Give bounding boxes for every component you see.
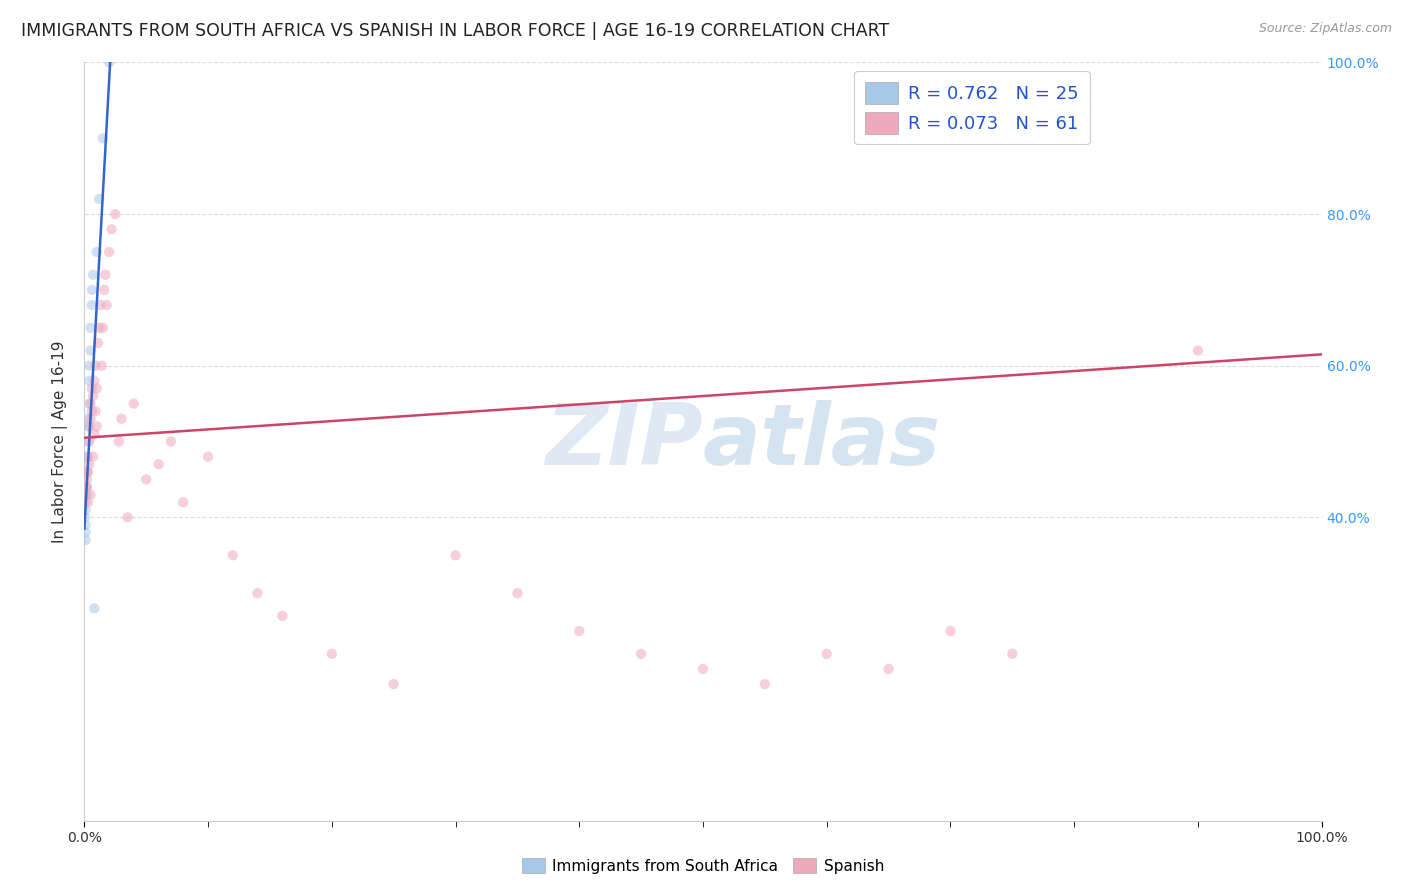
Point xyxy=(108,434,131,449)
Point xyxy=(76,465,98,479)
Point xyxy=(135,473,157,487)
Point xyxy=(506,586,529,600)
Point xyxy=(80,404,103,418)
Point xyxy=(77,434,100,449)
Point xyxy=(90,359,112,373)
Point xyxy=(79,320,101,334)
Point xyxy=(77,450,100,464)
Point xyxy=(79,374,101,388)
Point xyxy=(98,55,121,70)
Point xyxy=(94,268,117,282)
Point xyxy=(630,647,652,661)
Point xyxy=(75,503,97,517)
Point xyxy=(86,244,108,259)
Point xyxy=(79,343,101,358)
Point xyxy=(75,533,97,548)
Point xyxy=(75,480,97,494)
Point xyxy=(98,244,121,259)
Point xyxy=(89,192,111,206)
Point xyxy=(84,404,107,418)
Point xyxy=(76,480,98,494)
Point xyxy=(79,396,101,410)
Point xyxy=(76,480,98,494)
Point xyxy=(91,131,114,145)
Point xyxy=(148,458,170,472)
Text: IMMIGRANTS FROM SOUTH AFRICA VS SPANISH IN LABOR FORCE | AGE 16-19 CORRELATION C: IMMIGRANTS FROM SOUTH AFRICA VS SPANISH … xyxy=(21,22,890,40)
Point xyxy=(73,510,96,524)
Point xyxy=(77,465,100,479)
Point xyxy=(82,450,104,464)
Point xyxy=(568,624,591,639)
Point xyxy=(692,662,714,676)
Point xyxy=(80,298,103,312)
Point xyxy=(79,487,101,501)
Point xyxy=(83,601,105,615)
Point xyxy=(77,412,100,426)
Point xyxy=(80,382,103,396)
Point xyxy=(79,359,101,373)
Point xyxy=(117,510,139,524)
Text: Source: ZipAtlas.com: Source: ZipAtlas.com xyxy=(1258,22,1392,36)
Point xyxy=(79,458,101,472)
Point xyxy=(79,434,101,449)
Point xyxy=(79,412,101,426)
Y-axis label: In Labor Force | Age 16-19: In Labor Force | Age 16-19 xyxy=(52,340,69,543)
Point xyxy=(382,677,405,691)
Point xyxy=(77,495,100,509)
Point xyxy=(122,396,145,410)
Point xyxy=(815,647,838,661)
Point xyxy=(75,525,97,540)
Point xyxy=(321,647,343,661)
Legend: R = 0.762   N = 25, R = 0.073   N = 61: R = 0.762 N = 25, R = 0.073 N = 61 xyxy=(855,71,1090,145)
Point xyxy=(1187,343,1209,358)
Point xyxy=(75,487,97,501)
Point xyxy=(93,283,115,297)
Point xyxy=(939,624,962,639)
Point xyxy=(76,473,98,487)
Point xyxy=(83,374,105,388)
Point xyxy=(110,412,132,426)
Point xyxy=(75,517,97,532)
Point xyxy=(84,359,107,373)
Point xyxy=(104,207,127,221)
Text: ZIP: ZIP xyxy=(546,400,703,483)
Point xyxy=(172,495,194,509)
Point xyxy=(877,662,900,676)
Point xyxy=(754,677,776,691)
Point xyxy=(82,389,104,403)
Point xyxy=(197,450,219,464)
Point xyxy=(271,608,294,623)
Point xyxy=(160,434,183,449)
Point xyxy=(222,548,245,563)
Point xyxy=(73,495,96,509)
Point xyxy=(96,298,118,312)
Point xyxy=(76,487,98,501)
Point xyxy=(79,419,101,434)
Point xyxy=(76,450,98,464)
Point xyxy=(76,465,98,479)
Point xyxy=(80,283,103,297)
Point xyxy=(89,320,111,334)
Point xyxy=(89,298,111,312)
Point xyxy=(444,548,467,563)
Point xyxy=(246,586,269,600)
Legend: Immigrants from South Africa, Spanish: Immigrants from South Africa, Spanish xyxy=(516,852,890,880)
Point xyxy=(82,268,104,282)
Point xyxy=(1001,647,1024,661)
Point xyxy=(91,320,114,334)
Point xyxy=(79,396,101,410)
Point xyxy=(87,335,110,350)
Point xyxy=(83,427,105,442)
Point xyxy=(77,419,100,434)
Point xyxy=(86,419,108,434)
Point xyxy=(86,382,108,396)
Point xyxy=(100,222,122,236)
Text: atlas: atlas xyxy=(703,400,941,483)
